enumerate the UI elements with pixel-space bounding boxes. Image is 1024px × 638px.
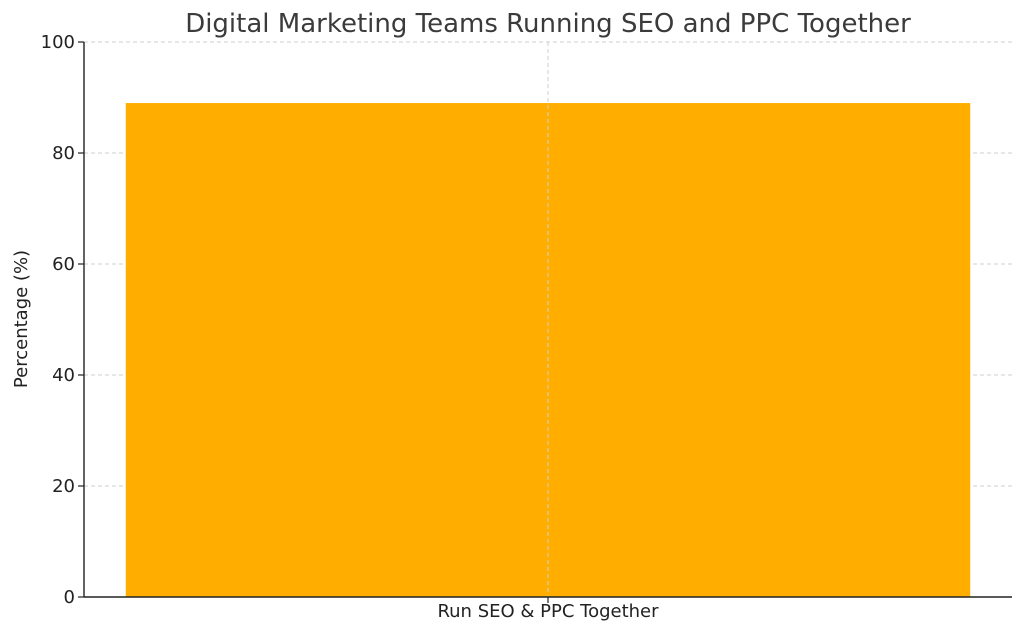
x-ticks: Run SEO & PPC Together bbox=[437, 597, 659, 622]
y-tick-label: 40 bbox=[52, 365, 75, 386]
chart-title: Digital Marketing Teams Running SEO and … bbox=[185, 9, 911, 39]
y-tick-label: 60 bbox=[52, 254, 75, 275]
y-ticks: 0 20 40 60 80 100 bbox=[41, 32, 84, 608]
y-axis-label: Percentage (%) bbox=[11, 250, 32, 388]
y-tick-label: 100 bbox=[41, 32, 75, 53]
x-tick-label: Run SEO & PPC Together bbox=[437, 601, 659, 622]
y-tick-label: 20 bbox=[52, 476, 75, 497]
y-tick-label: 0 bbox=[64, 587, 75, 608]
y-tick-label: 80 bbox=[52, 143, 75, 164]
